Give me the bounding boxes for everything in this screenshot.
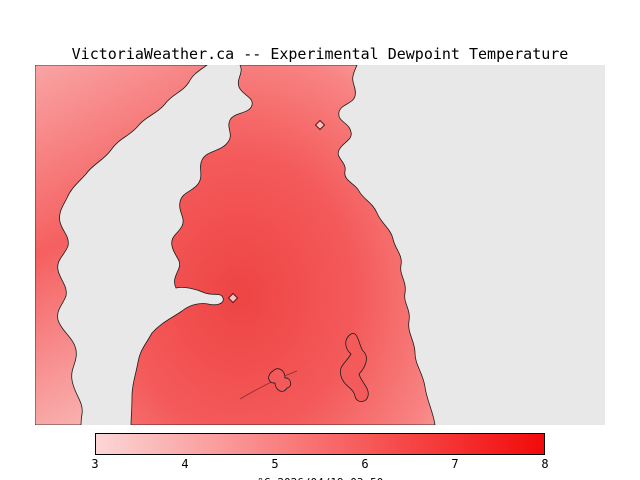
dewpoint-field-west — [35, 65, 208, 425]
contour-line — [239, 370, 298, 400]
station-marker-south[interactable] — [227, 292, 239, 304]
colorbar-gradient — [96, 434, 544, 454]
colorbar-caption: °C 2026/04/19 03:50 — [231, 463, 383, 480]
colorbar-ticks: 3 4 5 6 7 8 — [91, 457, 549, 471]
timestamp: 2026/04/19 03:50 — [277, 476, 383, 480]
page-title: VictoriaWeather.ca -- Experimental Dewpo… — [71, 45, 569, 63]
dewpoint-field-central — [130, 65, 436, 425]
weather-map — [35, 65, 605, 425]
colorbar-tick: 3 — [91, 457, 99, 471]
colorbar-tick: 6 — [361, 457, 369, 471]
map-container — [35, 65, 605, 425]
colorbar-tick: 8 — [541, 457, 549, 471]
station-marker-north[interactable] — [314, 119, 326, 131]
colorbar-tick: 5 — [271, 457, 279, 471]
colorbar-tick: 7 — [451, 457, 459, 471]
colorbar-tick: 4 — [181, 457, 189, 471]
island-outline-small — [268, 368, 291, 392]
island-outline-large — [339, 332, 369, 403]
station-markers — [227, 119, 326, 304]
unit-label: °C — [257, 476, 270, 480]
colorbar — [95, 433, 545, 455]
